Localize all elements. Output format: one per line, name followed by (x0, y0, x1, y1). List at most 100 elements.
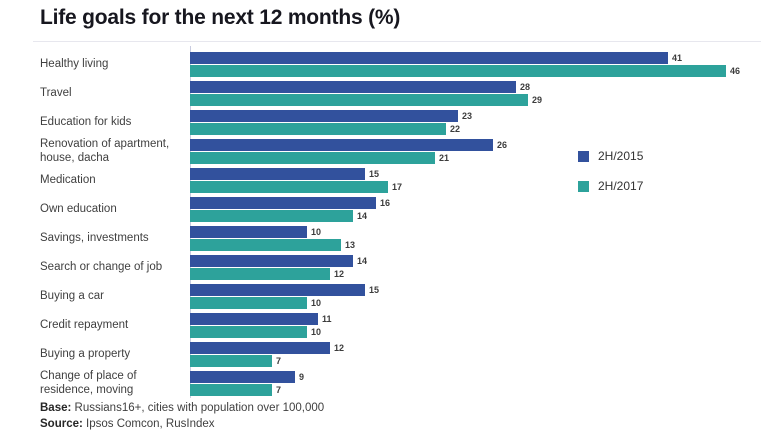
bar-value-label: 29 (532, 95, 543, 105)
bar-2h2015 (190, 226, 307, 238)
bar-2h2017 (190, 94, 528, 106)
footnote-base-label: Base: (40, 402, 72, 414)
bar-line: 12 (190, 342, 761, 355)
chart-row: Medication 15 17 (40, 166, 761, 195)
bar-line: 15 (190, 168, 761, 181)
bar-line: 29 (190, 94, 761, 107)
legend-label: 2H/2017 (598, 179, 644, 193)
bar-value-label: 10 (311, 298, 322, 308)
category-label: Own education (40, 202, 117, 215)
category-label: Healthy living (40, 57, 109, 70)
footnote-source-line: Source: Ipsos Comcon, RusIndex (40, 417, 324, 433)
footnote-base-text: Russians16+, cities with population over… (71, 402, 325, 414)
bar-line: 13 (190, 239, 761, 252)
bar-2h2017 (190, 123, 446, 135)
bar-line: 10 (190, 326, 761, 339)
bar-2h2015 (190, 81, 516, 93)
bar-line: 10 (190, 226, 761, 239)
bar-line: 26 (190, 139, 761, 152)
bar-line: 22 (190, 123, 761, 136)
bar-2h2015 (190, 197, 376, 209)
y-axis-line (190, 46, 191, 398)
bar-line: 15 (190, 284, 761, 297)
category-bars: 16 14 (190, 197, 761, 223)
bar-2h2015 (190, 110, 458, 122)
bar-2h2017 (190, 326, 307, 338)
bar-line: 16 (190, 197, 761, 210)
bar-2h2015 (190, 313, 318, 325)
category-label: Buying a property (40, 347, 131, 360)
bar-line: 12 (190, 268, 761, 281)
chart-title: Life goals for the next 12 months (%) (40, 6, 401, 29)
bar-line: 46 (190, 65, 761, 78)
bar-value-label: 12 (334, 269, 345, 279)
bar-value-label: 16 (380, 198, 391, 208)
chart-row: Buying a car 15 10 (40, 282, 761, 311)
category-bars: 15 10 (190, 284, 761, 310)
bar-2h2015 (190, 139, 493, 151)
chart-row: Education for kids 23 22 (40, 108, 761, 137)
bar-line: 17 (190, 181, 761, 194)
bar-2h2015 (190, 255, 353, 267)
bar-value-label: 9 (299, 372, 305, 382)
legend-swatch (578, 150, 589, 162)
bar-line: 41 (190, 52, 761, 65)
chart-row: Credit repayment 11 10 (40, 311, 761, 340)
bar-2h2015 (190, 168, 365, 180)
bar-2h2017 (190, 384, 272, 396)
chart-row: Healthy living 41 46 (40, 50, 761, 79)
bar-value-label: 10 (311, 227, 322, 237)
legend-item: 2H/2015 (578, 149, 643, 163)
chart-row: Renovation of apartment, house, dacha 26 2… (40, 137, 761, 166)
footnote-source-text: Ipsos Comcon, RusIndex (82, 417, 215, 430)
bar-line: 21 (190, 152, 761, 165)
category-bars: 28 29 (190, 81, 761, 107)
bar-value-label: 14 (357, 211, 368, 221)
category-bars: 10 13 (190, 226, 761, 252)
chart-rows: Healthy living 41 46 Travel 28 29 Education fo… (40, 50, 761, 398)
bar-line: 10 (190, 297, 761, 310)
bar-value-label: 7 (276, 385, 282, 395)
bar-value-label: 23 (462, 111, 473, 121)
bar-value-label: 46 (730, 66, 741, 76)
chart-row: Search or change of job 14 12 (40, 253, 761, 282)
footnote-base-line: Base: Russians16+, cities with populatio… (40, 401, 324, 417)
category-bars: 14 12 (190, 255, 761, 281)
bar-value-label: 41 (672, 53, 683, 63)
bar-value-label: 10 (311, 327, 322, 337)
bar-value-label: 21 (439, 153, 450, 163)
category-label: Credit repayment (40, 318, 129, 331)
bar-2h2017 (190, 65, 726, 77)
bar-value-label: 22 (450, 124, 461, 134)
category-label: Buying a car (40, 289, 104, 302)
bar-line: 9 (190, 371, 761, 384)
bar-value-label: 17 (392, 182, 403, 192)
bar-value-label: 14 (357, 256, 368, 266)
footnote-source-label: Source: (40, 417, 83, 430)
category-bars: 26 21 (190, 139, 761, 165)
bar-line: 23 (190, 110, 761, 123)
bar-2h2017 (190, 152, 435, 164)
legend-label: 2H/2015 (598, 149, 644, 163)
chart-footnote: Base: Russians16+, cities with populatio… (40, 401, 324, 432)
bar-2h2015 (190, 52, 668, 64)
bar-line: 28 (190, 81, 761, 94)
legend-item: 2H/2017 (578, 179, 643, 193)
category-label: Travel (40, 86, 72, 99)
legend-swatch (578, 180, 589, 192)
category-label: Medication (40, 173, 96, 186)
bar-2h2017 (190, 239, 341, 251)
category-bars: 11 10 (190, 313, 761, 339)
chart-row: Own education 16 14 (40, 195, 761, 224)
top-divider-line (33, 41, 761, 42)
bar-line: 11 (190, 313, 761, 326)
bar-line: 7 (190, 355, 761, 368)
bar-2h2015 (190, 284, 365, 296)
bar-value-label: 12 (334, 343, 345, 353)
bar-line: 14 (190, 255, 761, 268)
bar-2h2017 (190, 297, 307, 309)
chart-row: Savings, investments 10 13 (40, 224, 761, 253)
bar-2h2017 (190, 355, 272, 367)
